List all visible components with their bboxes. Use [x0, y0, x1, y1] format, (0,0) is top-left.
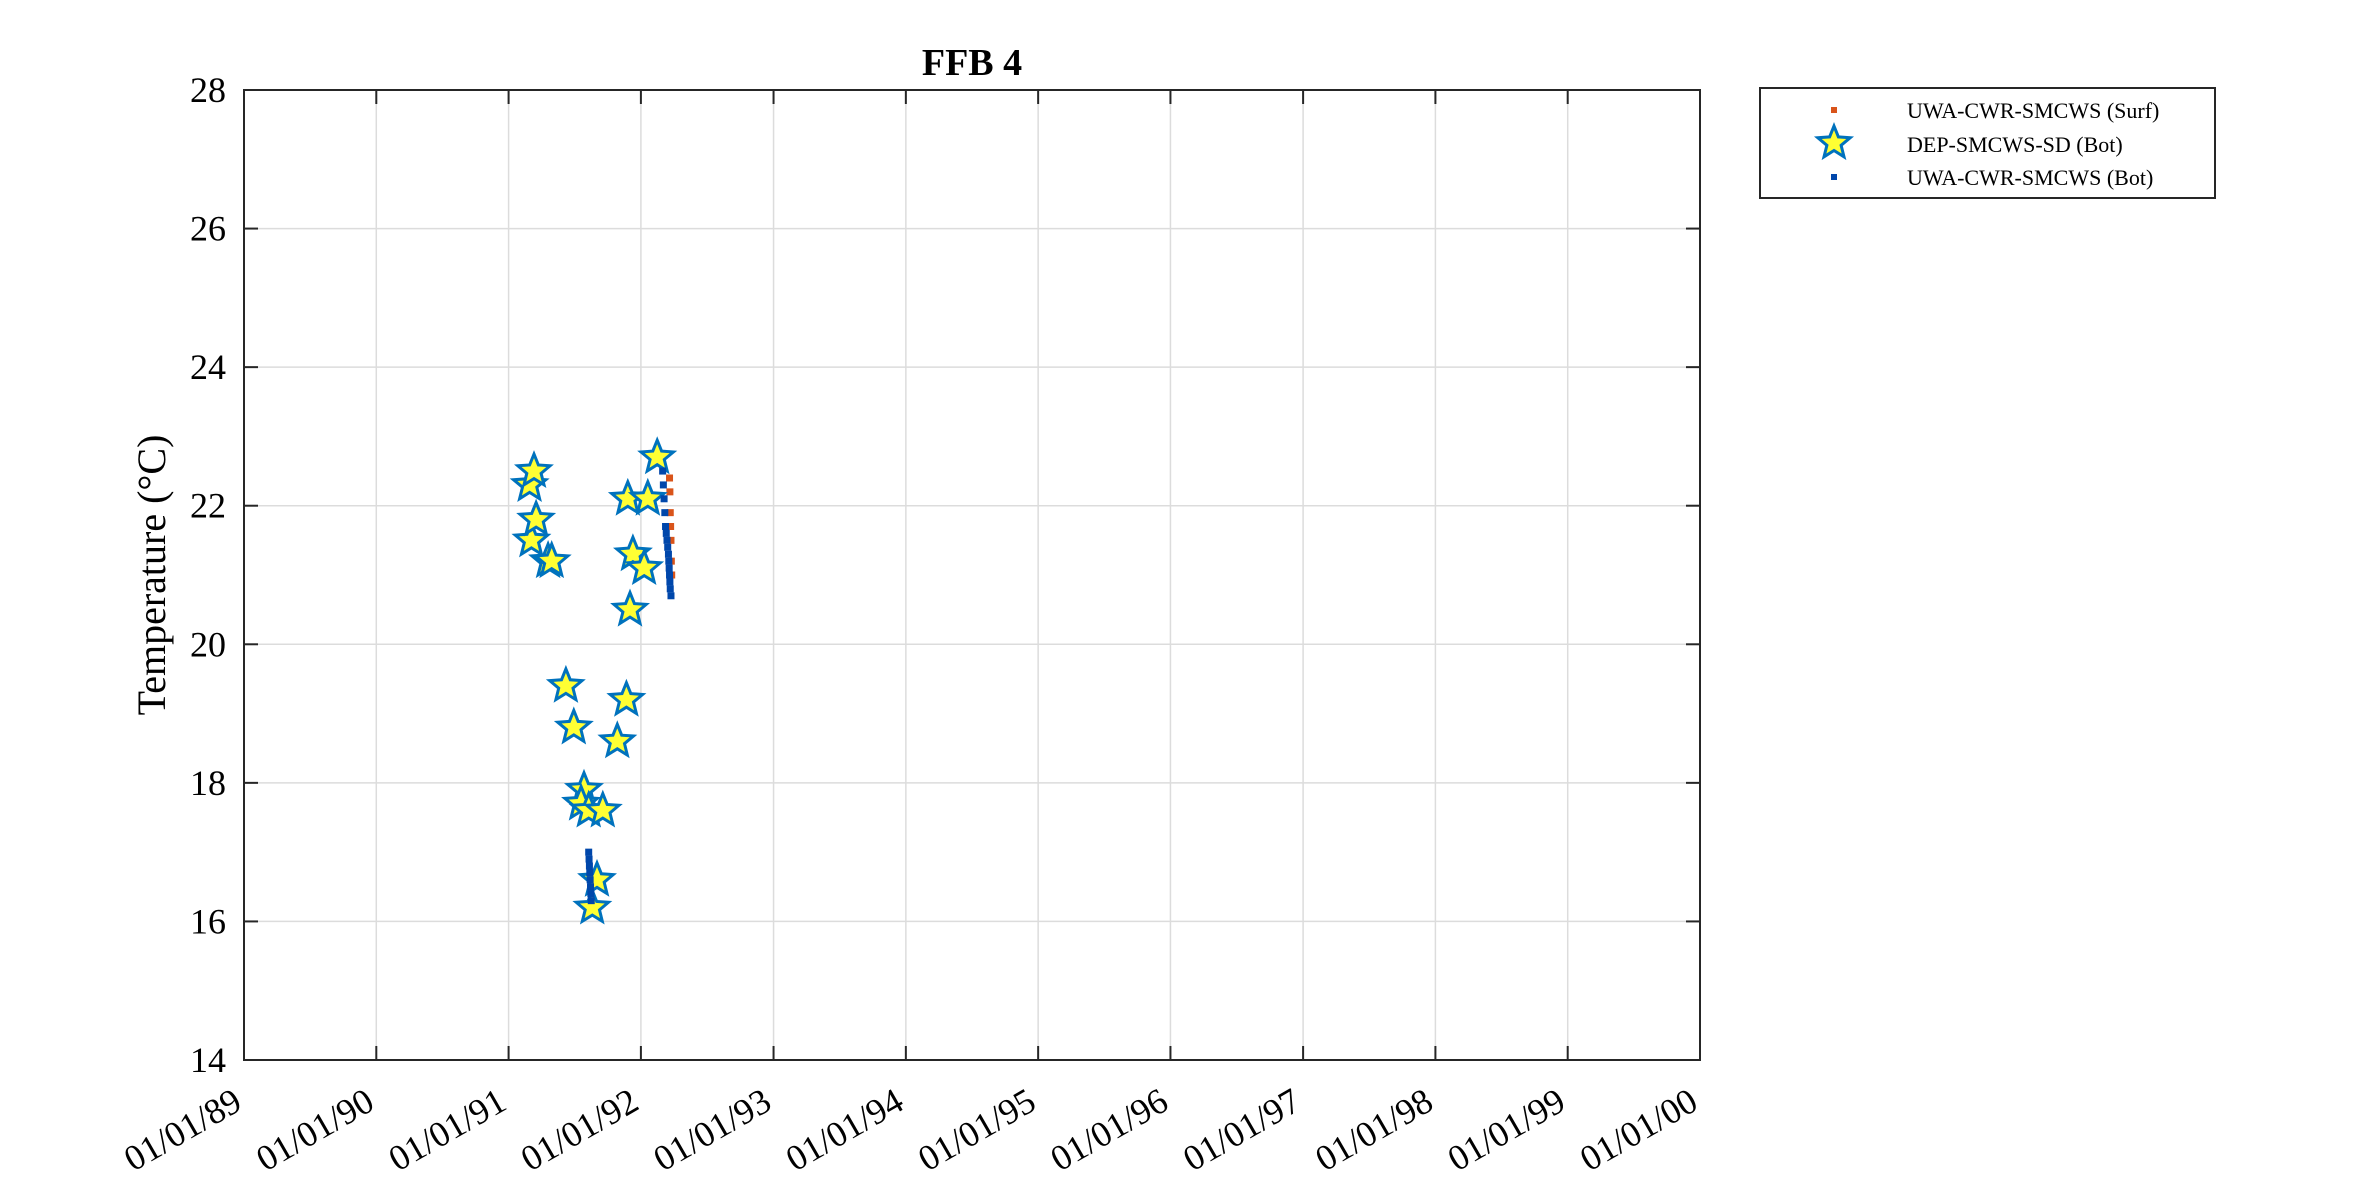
data-point-square — [662, 529, 670, 537]
data-point-star — [624, 547, 665, 586]
data-point-square — [666, 474, 674, 482]
data-point-square — [666, 509, 674, 517]
data-point-star — [516, 498, 557, 537]
series-2 — [585, 467, 675, 905]
legend-entry-dep: DEP-SMCWS-SD (Bot) — [1813, 121, 2123, 161]
data-point-star — [545, 664, 586, 703]
plot-frame — [243, 89, 1701, 1061]
data-point-square — [660, 495, 668, 503]
data-point-square — [659, 481, 667, 489]
legend-label-dep: DEP-SMCWS-SD (Bot) — [1907, 132, 2123, 157]
y-tick-label: 16 — [190, 901, 226, 941]
data-point-star — [606, 678, 647, 717]
data-point-square — [662, 523, 670, 530]
y-tick-label: 28 — [190, 70, 226, 110]
data-point-square — [666, 585, 674, 593]
data-point-star — [531, 540, 572, 579]
data-point-square — [667, 536, 675, 544]
data-point-square — [664, 550, 672, 558]
data-point-square — [665, 557, 673, 565]
data-point-square — [667, 523, 675, 530]
data-point-square — [659, 467, 667, 475]
data-point-square — [667, 592, 675, 600]
data-point-square — [661, 509, 669, 517]
legend-entry-surf: UWA-CWR-SMCWS (Surf) — [1831, 98, 2159, 123]
data-point-star — [553, 706, 594, 745]
y-axis-label: Temperature (°C) — [129, 435, 174, 716]
data-point-square — [587, 883, 595, 891]
data-point-square — [666, 488, 674, 496]
y-tick-label: 24 — [190, 347, 226, 387]
data-point-square — [665, 564, 673, 572]
data-point-square — [585, 848, 593, 856]
data-point-square — [585, 855, 593, 863]
data-point-square — [587, 897, 595, 905]
data-point-square — [664, 543, 672, 551]
legend-entry-bot: UWA-CWR-SMCWS (Bot) — [1831, 165, 2153, 190]
legend-marker-surf — [1831, 107, 1837, 113]
data-point-star — [627, 477, 668, 516]
data-point-square — [663, 536, 671, 544]
data-point-square — [586, 869, 594, 877]
legend-marker-star-icon — [1813, 121, 1855, 161]
y-tick-label: 20 — [190, 624, 226, 664]
data-point-square — [587, 890, 595, 898]
data-point-star — [511, 519, 552, 558]
grid — [244, 90, 1700, 1060]
data-point-square — [586, 876, 594, 884]
y-tick-label: 18 — [190, 763, 226, 803]
chart-title: FFB 4 — [922, 42, 1022, 84]
data-point-star — [572, 886, 613, 925]
legend-label-surf: UWA-CWR-SMCWS (Surf) — [1907, 98, 2159, 123]
data-point-star — [597, 720, 638, 759]
y-tick-label: 14 — [190, 1040, 226, 1080]
data-point-square — [585, 862, 593, 870]
data-point-star — [582, 789, 623, 828]
y-tick-label: 22 — [190, 486, 226, 526]
data-point-star — [513, 450, 554, 489]
data-point-star — [610, 588, 651, 627]
legend-marker-bot — [1831, 174, 1837, 180]
data-point-star — [637, 436, 678, 475]
y-tick-label: 26 — [190, 209, 226, 249]
legend-label-bot: UWA-CWR-SMCWS (Bot) — [1907, 165, 2153, 190]
legend: UWA-CWR-SMCWS (Surf) DEP-SMCWS-SD (Bot) … — [1759, 87, 2216, 199]
data-point-square — [666, 578, 674, 586]
data-marks — [509, 436, 678, 925]
data-point-square — [666, 571, 674, 579]
